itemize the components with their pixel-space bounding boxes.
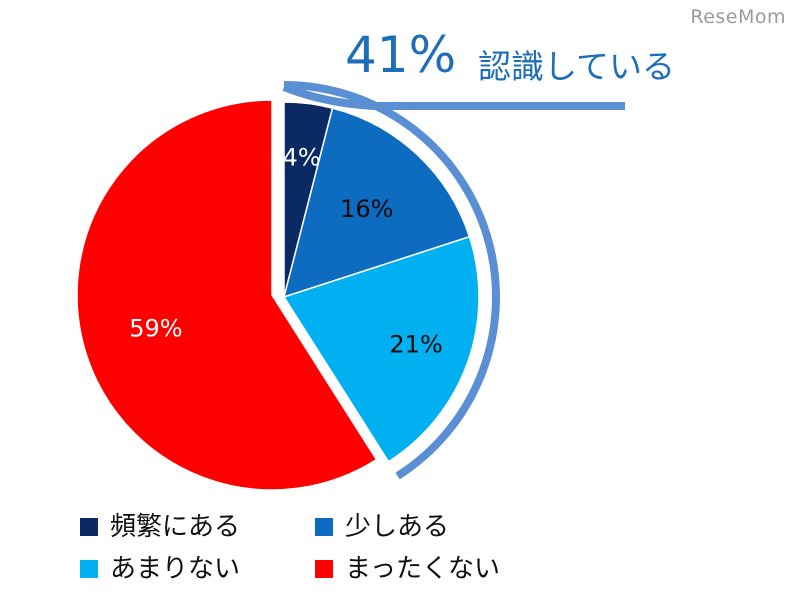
pie-data-label-1: 16%: [340, 195, 393, 223]
legend-swatch: [80, 518, 98, 536]
pie-slice-3: [76, 99, 378, 491]
legend-item-rarely: あまりない: [80, 554, 315, 584]
legend-item-frequent: 頻繁にある: [80, 512, 315, 542]
pie-slice-1: [282, 107, 471, 299]
pie-data-label-2: 21%: [389, 331, 442, 359]
callout-arc: [283, 81, 500, 480]
legend-label: まったくない: [345, 554, 500, 584]
pie-data-label-0: 4%: [283, 144, 321, 172]
callout-text: 認識している: [478, 47, 676, 86]
pie-data-label-3: 59%: [129, 315, 182, 343]
legend: 頻繁にある 少しある あまりない まったくない: [80, 512, 575, 584]
legend-swatch: [315, 518, 333, 536]
legend-swatch: [315, 560, 333, 578]
callout-line: [282, 83, 625, 110]
watermark-logo: ReseMom: [690, 6, 786, 28]
legend-label: 頻繁にある: [110, 512, 241, 542]
legend-label: あまりない: [110, 554, 241, 584]
pie-slice-2: [282, 235, 480, 463]
legend-item-never: まったくない: [315, 554, 575, 584]
callout-percent: 41%: [345, 26, 457, 84]
legend-swatch: [80, 560, 98, 578]
legend-label: 少しある: [345, 512, 450, 542]
legend-item-some: 少しある: [315, 512, 575, 542]
